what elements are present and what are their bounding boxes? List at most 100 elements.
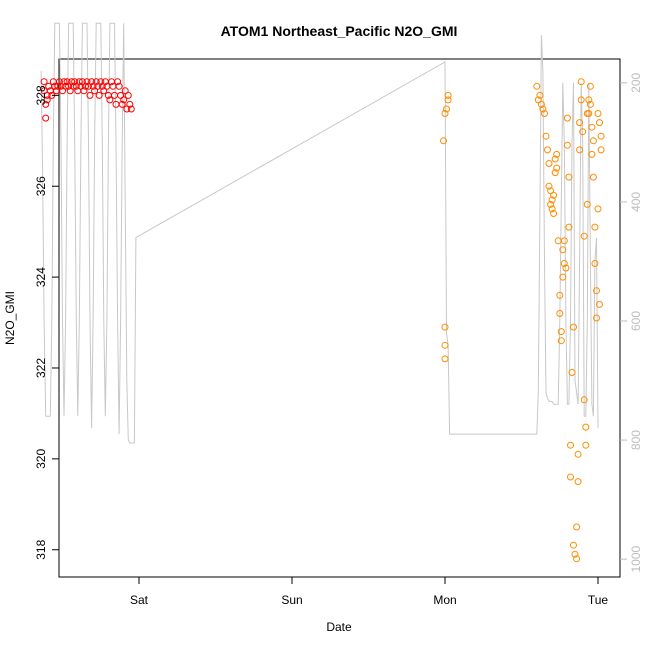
data-point bbox=[574, 450, 582, 458]
data-point bbox=[562, 264, 570, 272]
data-point bbox=[544, 146, 551, 154]
data-point bbox=[593, 287, 600, 295]
data-point bbox=[565, 173, 573, 181]
data-point bbox=[545, 182, 553, 190]
data-point bbox=[559, 273, 567, 281]
data-point bbox=[82, 82, 89, 90]
data-point bbox=[567, 473, 574, 481]
data-point bbox=[97, 78, 105, 86]
data-point bbox=[95, 91, 103, 99]
data-point bbox=[63, 78, 71, 86]
data-point bbox=[577, 78, 585, 86]
data-point bbox=[560, 237, 568, 245]
data-point bbox=[570, 541, 577, 549]
data-point bbox=[443, 105, 450, 113]
data-point bbox=[441, 110, 449, 117]
data-point bbox=[42, 114, 50, 122]
data-point bbox=[126, 100, 134, 108]
data-point bbox=[120, 96, 128, 104]
data-point bbox=[40, 78, 48, 86]
data-point bbox=[553, 150, 561, 158]
data-point bbox=[557, 337, 565, 345]
data-point bbox=[591, 260, 599, 267]
x-tick-label: Sun bbox=[281, 593, 302, 607]
data-point bbox=[597, 146, 605, 154]
data-point bbox=[118, 100, 126, 108]
data-point bbox=[556, 310, 564, 317]
data-point bbox=[573, 523, 581, 531]
data-point bbox=[60, 78, 68, 86]
x-tick-label: Tue bbox=[588, 593, 609, 607]
data-point bbox=[551, 155, 559, 163]
data-point bbox=[88, 78, 96, 86]
x-axis: Sat Sun Mon Tue bbox=[130, 577, 608, 607]
data-point bbox=[537, 100, 545, 108]
data-point bbox=[54, 82, 62, 90]
data-point bbox=[594, 205, 602, 213]
data-point bbox=[441, 355, 449, 363]
data-point bbox=[588, 123, 596, 131]
data-point bbox=[440, 137, 447, 145]
data-point bbox=[586, 100, 594, 108]
chart-title: ATOM1 Northeast_Pacific N2O_GMI bbox=[221, 23, 458, 39]
data-point bbox=[550, 210, 558, 217]
data-point bbox=[533, 82, 541, 90]
data-point bbox=[580, 232, 588, 240]
data-point bbox=[574, 478, 582, 486]
data-point bbox=[596, 300, 603, 308]
data-point bbox=[585, 96, 593, 104]
data-point bbox=[585, 110, 593, 117]
y-tick-label: 324 bbox=[34, 267, 48, 287]
data-point bbox=[80, 87, 88, 95]
data-points bbox=[40, 78, 605, 563]
data-point bbox=[582, 441, 590, 449]
data-point bbox=[441, 323, 449, 331]
data-point bbox=[567, 441, 574, 449]
y2-tick-label: 400 bbox=[629, 192, 643, 212]
data-point bbox=[586, 82, 594, 90]
elevation-line bbox=[40, 22, 599, 444]
data-point bbox=[556, 291, 564, 299]
data-point bbox=[69, 82, 77, 90]
y2-tick-label: 200 bbox=[629, 72, 643, 92]
y2-tick-label: 800 bbox=[629, 430, 643, 450]
data-point bbox=[545, 160, 553, 167]
plot-frame bbox=[58, 58, 621, 578]
data-point bbox=[541, 110, 548, 117]
data-point bbox=[548, 196, 556, 204]
y-axis-left: 318 320 322 324 326 328 bbox=[34, 85, 59, 560]
data-point bbox=[577, 96, 585, 104]
x-tick-label: Mon bbox=[433, 593, 456, 607]
data-point bbox=[560, 260, 568, 267]
data-point bbox=[542, 132, 550, 140]
data-point bbox=[563, 114, 571, 122]
data-point bbox=[550, 191, 558, 199]
data-point bbox=[568, 369, 576, 376]
data-point bbox=[580, 396, 588, 404]
data-point bbox=[597, 132, 605, 140]
data-point bbox=[593, 314, 600, 322]
data-point bbox=[111, 91, 118, 99]
y2-tick-label: 1000 bbox=[629, 545, 643, 572]
data-point bbox=[576, 119, 584, 127]
y-axis-label: N2O_GMI bbox=[3, 291, 17, 345]
x-axis-label: Date bbox=[326, 620, 352, 634]
data-point bbox=[92, 78, 100, 86]
data-point bbox=[583, 200, 591, 208]
data-point bbox=[441, 341, 449, 349]
data-point bbox=[43, 96, 51, 104]
data-point bbox=[42, 100, 50, 108]
data-point bbox=[565, 223, 573, 231]
data-point bbox=[589, 137, 597, 145]
data-point bbox=[86, 91, 94, 99]
data-point bbox=[571, 550, 579, 558]
data-point bbox=[554, 237, 562, 245]
data-point bbox=[115, 82, 123, 90]
y-tick-label: 326 bbox=[34, 176, 48, 196]
data-point bbox=[539, 105, 547, 113]
data-point bbox=[114, 78, 122, 86]
data-point bbox=[75, 78, 83, 86]
data-point bbox=[62, 82, 70, 90]
y-tick-label: 320 bbox=[34, 449, 48, 469]
